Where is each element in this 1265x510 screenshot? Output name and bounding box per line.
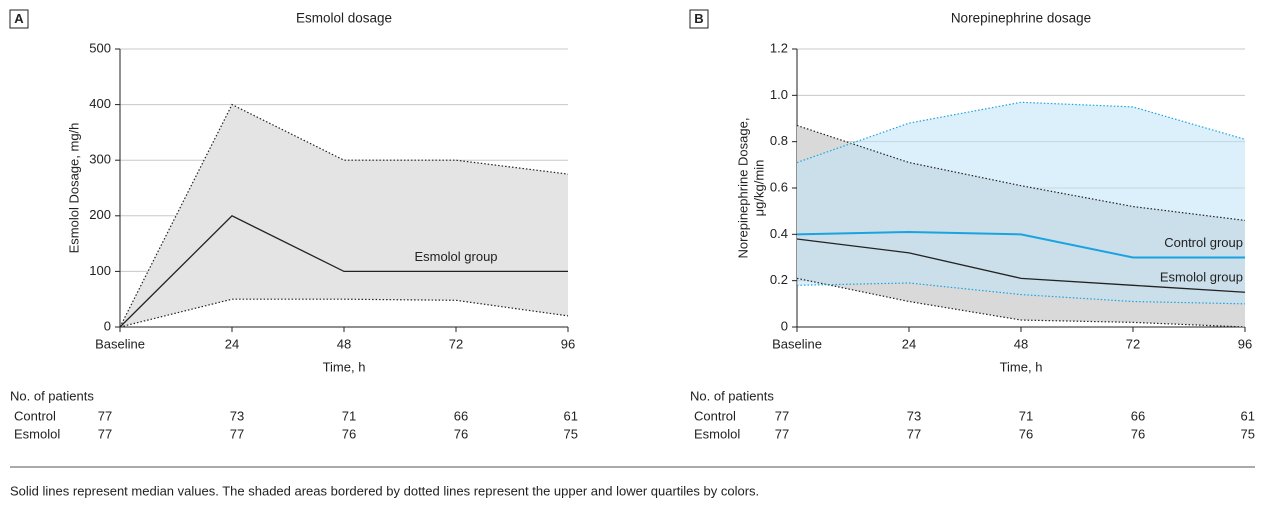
x-tick-label: 48	[1014, 336, 1028, 351]
x-tick-label: 48	[337, 336, 351, 351]
patients-count: 76	[342, 426, 356, 441]
y-tick-label: 0	[104, 318, 111, 333]
patients-title: No. of patients	[10, 388, 94, 403]
y-tick-label: 0	[781, 318, 788, 333]
x-axis-label: Time, h	[1000, 359, 1043, 374]
patients-count: 77	[775, 408, 789, 423]
y-axis-label: Norepinephrine Dosage,	[735, 118, 750, 259]
y-tick-label: 1.0	[770, 87, 788, 102]
footnote: Solid lines represent median values. The…	[10, 483, 759, 498]
patients-count: 76	[1131, 426, 1145, 441]
y-tick-label: 0.4	[770, 226, 788, 241]
patients-count: 66	[1131, 408, 1145, 423]
y-tick-label: 0.6	[770, 179, 788, 194]
patients-count: 61	[1241, 408, 1255, 423]
chart-title: Esmolol dosage	[296, 11, 392, 26]
y-axis-label: μg/kg/min	[751, 160, 766, 217]
patients-count: 73	[907, 408, 921, 423]
x-tick-label: 24	[225, 336, 239, 351]
quartile-line	[796, 282, 1246, 305]
patients-count: 71	[342, 408, 356, 423]
series-label: Control group	[1164, 235, 1243, 250]
series-label: Esmolol group	[414, 249, 497, 264]
median-line	[796, 231, 1245, 259]
median-line	[119, 215, 568, 328]
patients-row-name: Esmolol	[694, 426, 740, 441]
y-tick-label: 1.2	[770, 40, 788, 55]
x-tick-label: 24	[902, 336, 916, 351]
x-axis-label: Time, h	[323, 359, 366, 374]
patients-count: 77	[907, 426, 921, 441]
patients-count: 73	[230, 408, 244, 423]
quartile-line	[796, 277, 1246, 328]
patients-count: 77	[775, 426, 789, 441]
chart-title: Norepinephrine dosage	[951, 11, 1091, 26]
panel-label: B	[694, 11, 703, 26]
patients-count: 75	[1241, 426, 1255, 441]
x-tick-label: Baseline	[772, 336, 822, 351]
patients-count: 71	[1019, 408, 1033, 423]
y-tick-label: 400	[89, 96, 111, 111]
y-tick-label: 100	[89, 263, 111, 278]
panel-label: A	[14, 11, 24, 26]
series-label: Esmolol group	[1160, 270, 1243, 285]
patients-row-name: Esmolol	[14, 426, 60, 441]
x-tick-label: 72	[1126, 336, 1140, 351]
patients-count: 77	[230, 426, 244, 441]
patients-count: 75	[564, 426, 578, 441]
patients-title: No. of patients	[690, 388, 774, 403]
y-tick-label: 300	[89, 152, 111, 167]
x-tick-label: 96	[1238, 336, 1252, 351]
x-tick-label: 96	[561, 336, 575, 351]
y-tick-label: 0.8	[770, 133, 788, 148]
quartile-line	[796, 124, 1246, 222]
median-line	[796, 238, 1246, 293]
quartile-band	[120, 104, 568, 327]
y-axis-label: Esmolol Dosage, mg/h	[66, 123, 81, 254]
patients-count: 76	[454, 426, 468, 441]
patients-count: 61	[564, 408, 578, 423]
patients-row-name: Control	[14, 408, 56, 423]
patients-count: 77	[98, 426, 112, 441]
x-tick-label: Baseline	[95, 336, 145, 351]
y-tick-label: 0.2	[770, 272, 788, 287]
y-tick-label: 500	[89, 40, 111, 55]
panel-label-box	[9, 9, 29, 29]
patients-row-name: Control	[694, 408, 736, 423]
x-tick-label: 72	[449, 336, 463, 351]
panel-label-box	[689, 9, 709, 29]
patients-count: 66	[454, 408, 468, 423]
patients-count: 77	[98, 408, 112, 423]
patients-count: 76	[1019, 426, 1033, 441]
y-tick-label: 200	[89, 207, 111, 222]
